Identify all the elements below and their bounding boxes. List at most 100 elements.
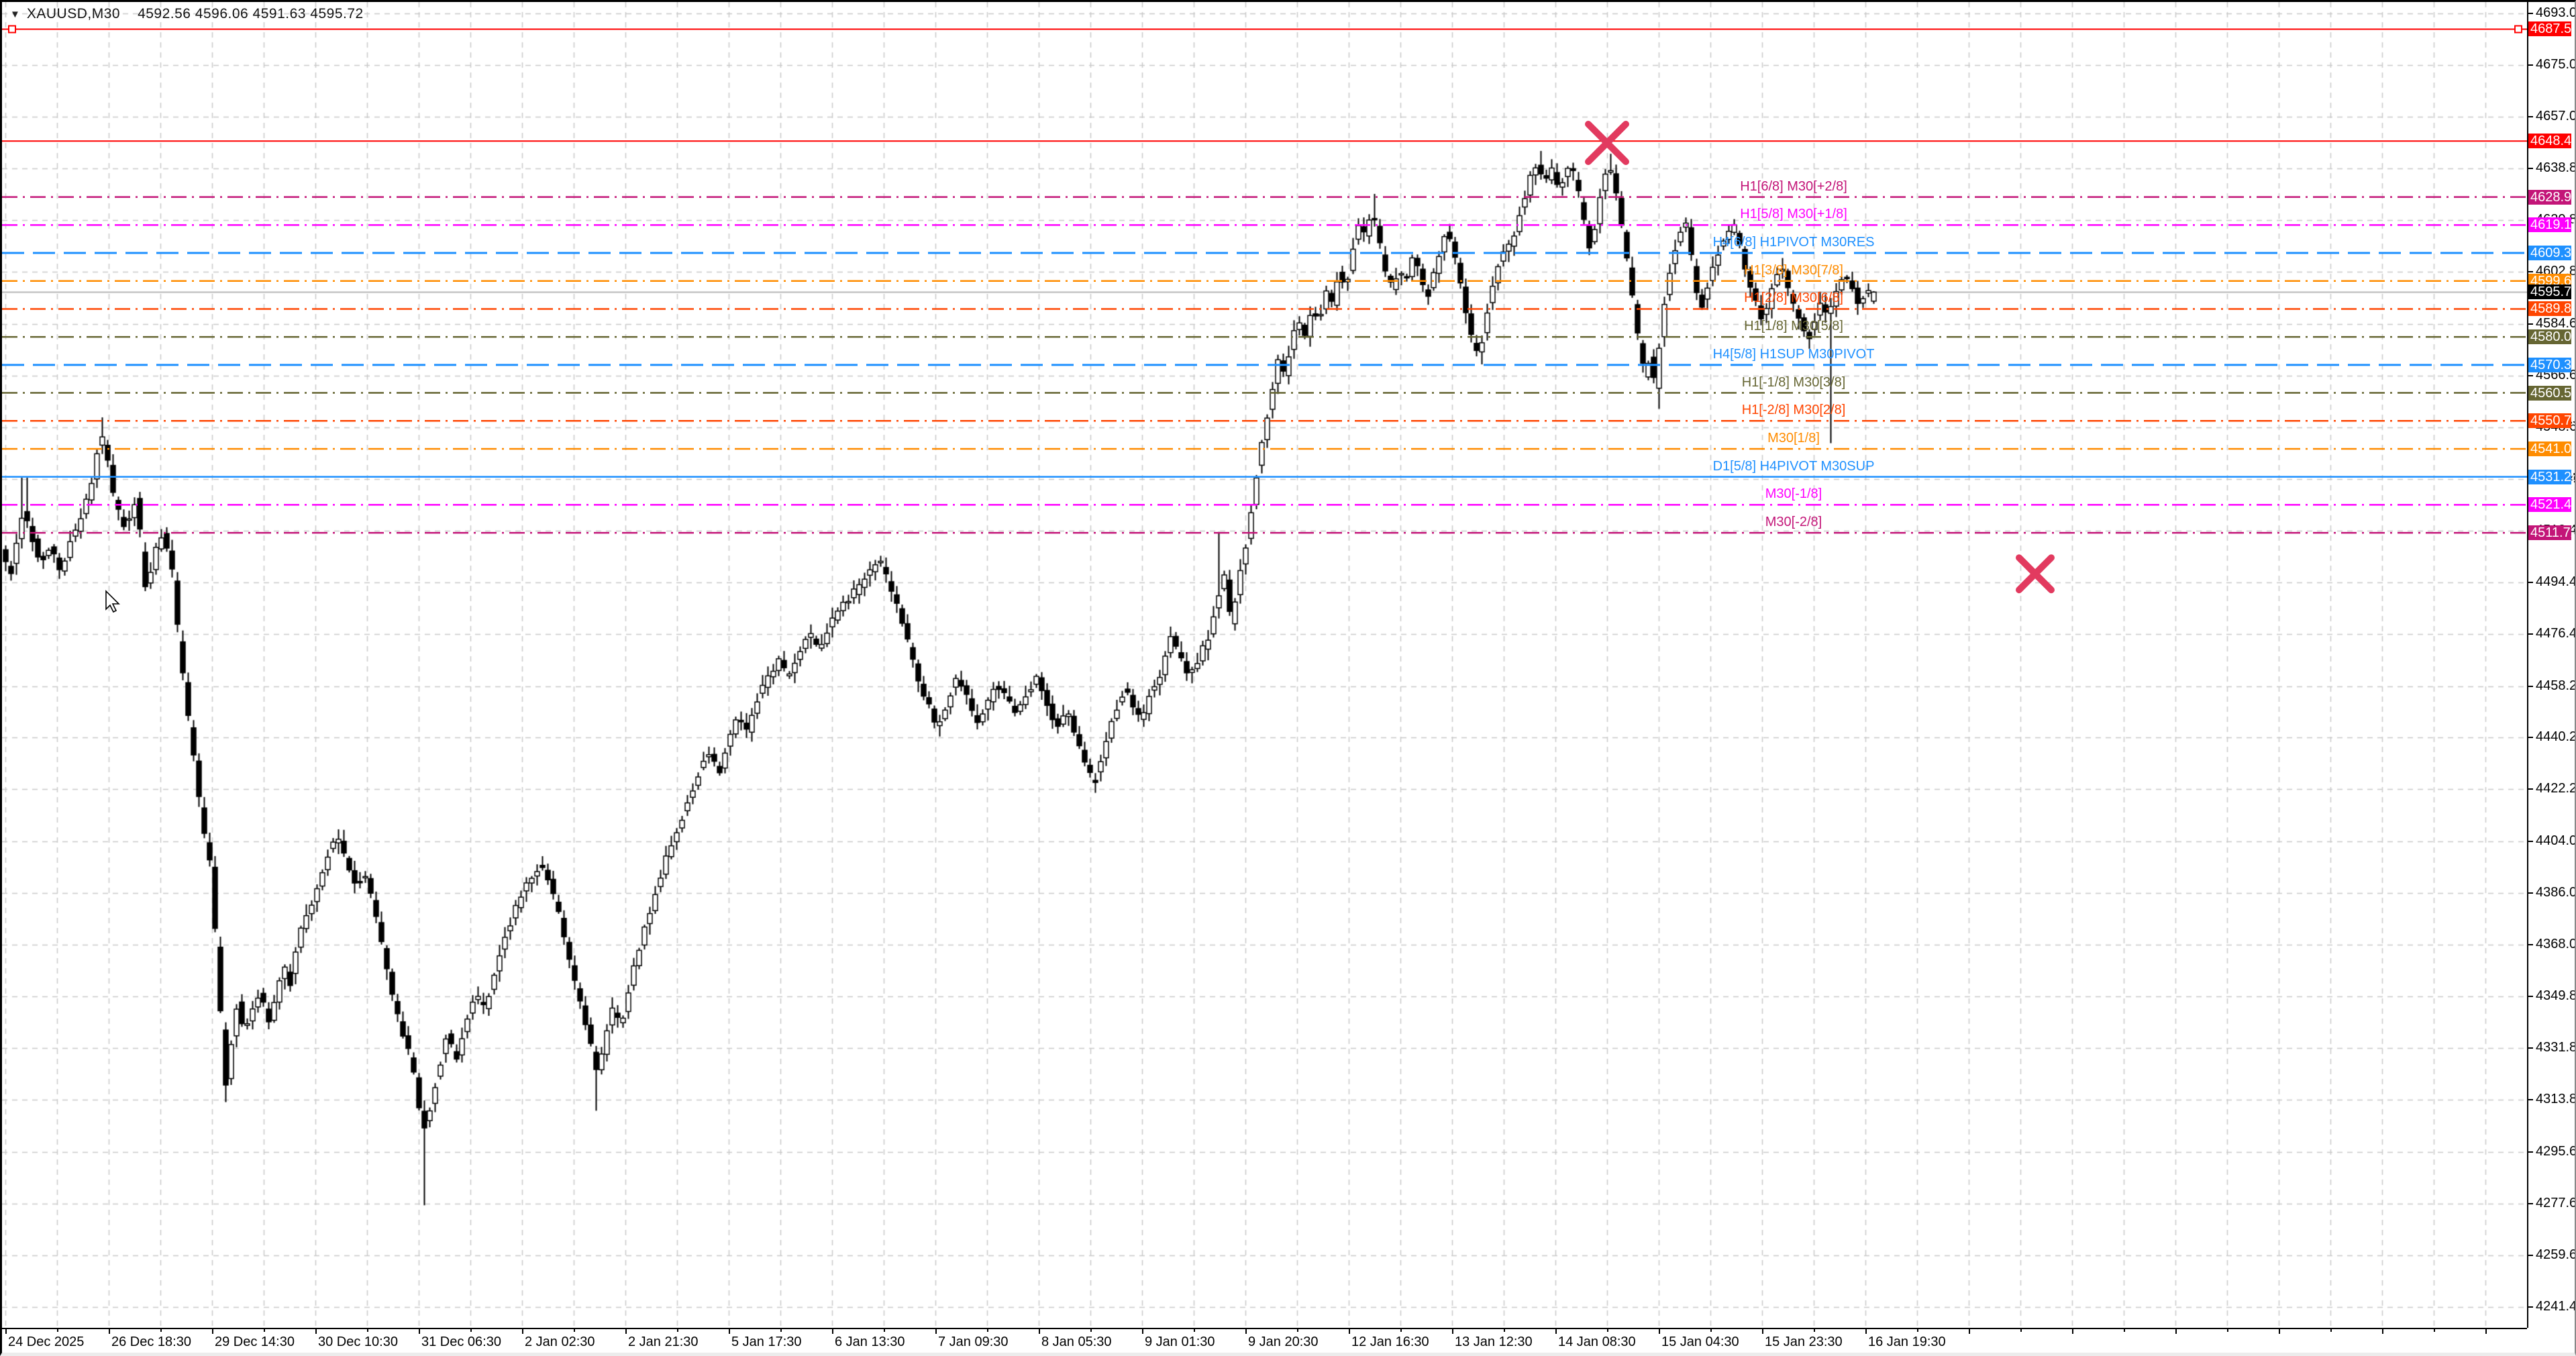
chart-plot-area[interactable]: H1[6/8] M30[+2/8] H1[5/8] M30[+1/8] H4[6/8… (2, 2, 2527, 1328)
time-axis-tick (2330, 1329, 2332, 1332)
price-tag: 4619.14 (2528, 217, 2575, 233)
time-axis-label: 9 Jan 20:30 (1248, 1335, 1319, 1349)
time-axis-label: 9 Jan 01:30 (1145, 1335, 1215, 1349)
time-axis-label: 24 Dec 2025 (8, 1335, 85, 1349)
time-axis-tick (677, 1329, 678, 1332)
time-axis-tick (1452, 1329, 1453, 1334)
chart-menu-triangle-icon[interactable]: ▼ (10, 8, 20, 20)
time-axis-tick (160, 1329, 162, 1332)
time-axis-tick (367, 1329, 368, 1332)
price-axis-tick (2528, 633, 2533, 635)
price-axis-label: 4422.20 (2536, 781, 2575, 796)
price-axis-tick (2528, 892, 2533, 894)
price-axis-tick (2528, 323, 2533, 325)
time-axis-tick (109, 1329, 110, 1334)
time-axis-tick (2124, 1329, 2125, 1332)
time-axis-label: 2 Jan 21:30 (628, 1335, 699, 1349)
time-axis-label: 5 Jan 17:30 (731, 1335, 802, 1349)
time-axis-tick (1039, 1329, 1040, 1334)
symbol-timeframe-label: XAUUSD,M30 (26, 6, 121, 21)
price-axis-label: 4675.00 (2536, 56, 2575, 72)
time-axis-tick (1090, 1329, 1092, 1332)
time-axis-tick (57, 1329, 58, 1332)
time-axis-tick (2175, 1329, 2177, 1334)
time-axis-tick (1607, 1329, 1608, 1332)
price-axis-label: 4349.80 (2536, 988, 2575, 1004)
price-tag: 4599.61 (2528, 273, 2575, 289)
price-axis-tick (2528, 841, 2533, 843)
time-axis-tick (2434, 1329, 2435, 1332)
price-tag: 4511.72 (2528, 525, 2575, 541)
time-axis-label: 31 Dec 06:30 (421, 1335, 501, 1349)
price-axis-label: 4494.40 (2536, 574, 2575, 590)
time-axis-tick (1762, 1329, 1763, 1334)
time-axis-tick (1659, 1329, 1660, 1334)
line-handle[interactable] (2514, 25, 2522, 34)
time-axis-tick (2227, 1329, 2228, 1332)
time-axis-label: 8 Jan 05:30 (1041, 1335, 1112, 1349)
time-axis-label: 26 Dec 18:30 (111, 1335, 191, 1349)
price-axis-label: 4476.40 (2536, 625, 2575, 641)
price-axis-tick (2528, 788, 2533, 790)
time-axis-tick (884, 1329, 885, 1332)
time-axis-tick (729, 1329, 730, 1334)
price-axis-label: 4458.20 (2536, 678, 2575, 693)
ohlc-values: 4592.56 4596.06 4591.63 4595.72 (138, 6, 364, 21)
time-axis-tick (5, 1329, 7, 1334)
time-axis-label: 13 Jan 12:30 (1455, 1335, 1533, 1349)
price-axis-tick (2528, 996, 2533, 998)
time-axis-tick (1917, 1329, 1918, 1332)
price-tag: 4580.08 (2528, 329, 2575, 345)
price-tag: 4531.25 (2528, 469, 2575, 484)
time-axis-label: 30 Dec 10:30 (318, 1335, 398, 1349)
time-axis-tick (1245, 1329, 1247, 1334)
price-axis-label: 4241.40 (2536, 1299, 2575, 1314)
sell-cross-marker[interactable] (2016, 554, 2055, 594)
candlestick-canvas (2, 2, 2527, 1328)
time-axis-tick (1349, 1329, 1350, 1334)
price-axis-label: 4295.60 (2536, 1143, 2575, 1159)
time-axis-tick (522, 1329, 523, 1334)
time-axis-tick (1814, 1329, 1815, 1332)
time-axis-label: 16 Jan 19:30 (1868, 1335, 1946, 1349)
time-axis-label: 12 Jan 16:30 (1351, 1335, 1429, 1349)
price-axis[interactable]: 4693.004675.004657.004638.804620.804602.… (2527, 2, 2575, 1328)
price-axis-tick (2528, 1151, 2533, 1153)
price-tag: 4560.55 (2528, 385, 2575, 401)
price-axis-label: 4638.80 (2536, 160, 2575, 176)
price-tag: 4595.72 (2528, 284, 2575, 300)
sell-cross-marker[interactable] (1585, 121, 1629, 166)
time-axis[interactable]: 24 Dec 2025 26 Dec 18:30 29 Dec 14:30 30 De… (2, 1328, 2575, 1353)
price-tag: 4589.84 (2528, 301, 2575, 317)
time-axis-tick (2020, 1329, 2022, 1332)
line-handle[interactable] (8, 25, 16, 34)
price-axis-label: 4277.60 (2536, 1195, 2575, 1210)
price-axis-label: 4313.80 (2536, 1092, 2575, 1107)
time-axis-tick (419, 1329, 420, 1334)
price-axis-label: 4440.20 (2536, 729, 2575, 745)
price-tag: 4628.91 (2528, 189, 2575, 205)
time-axis-tick (987, 1329, 988, 1332)
price-axis-tick (2528, 1202, 2533, 1204)
time-axis-tick (780, 1329, 782, 1332)
price-axis-tick (2528, 1047, 2533, 1049)
chart-title: ▼ XAUUSD,M30 4592.56 4596.06 4591.63 459… (10, 6, 364, 22)
price-axis-tick (2528, 168, 2533, 170)
time-axis-tick (935, 1329, 937, 1334)
price-axis-tick (2528, 582, 2533, 584)
price-tag: 4687.50 (2528, 21, 2575, 37)
time-axis-label: 14 Jan 08:30 (1558, 1335, 1636, 1349)
price-axis-label: 4693.00 (2536, 5, 2575, 20)
price-axis-tick (2528, 685, 2533, 687)
time-axis-tick (264, 1329, 265, 1332)
time-axis-label: 6 Jan 13:30 (835, 1335, 905, 1349)
price-tag: 4609.38 (2528, 246, 2575, 261)
time-axis-tick (212, 1329, 213, 1334)
time-axis-tick (1400, 1329, 1402, 1332)
price-axis-label: 4259.60 (2536, 1247, 2575, 1262)
time-axis-tick (574, 1329, 575, 1332)
price-axis-tick (2528, 13, 2533, 14)
chart-objects-overlay (2, 25, 2527, 613)
price-axis-tick (2528, 737, 2533, 739)
